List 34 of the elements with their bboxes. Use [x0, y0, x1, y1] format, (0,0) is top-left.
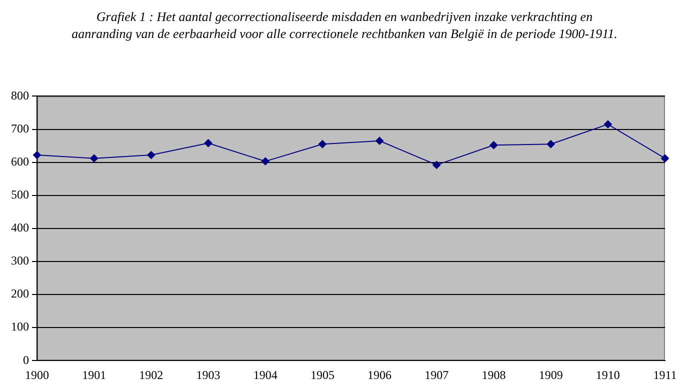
y-tick-label: 0: [23, 352, 29, 367]
point: [661, 154, 669, 162]
y-tick-label: 300: [11, 254, 29, 268]
y-tick-label: 600: [11, 154, 29, 168]
x-tick-label: 1903: [196, 368, 220, 382]
point: [432, 160, 441, 169]
point: [204, 139, 212, 148]
point: [318, 140, 326, 148]
x-tick-label: 1910: [596, 368, 620, 382]
chart-title: Grafiek 1 : Het aantal gecorrectionaliseerde misdaden en wanbedrijven inzake verkrachting en aanranding van de eerbaarheid voor alle correctionele rechtbanken van België in de periode 1900-1911.: [70, 8, 618, 43]
point: [261, 157, 270, 166]
x-tick-label: 1909: [538, 368, 563, 382]
point: [376, 136, 384, 145]
y-tick-label: 200: [11, 286, 29, 301]
x-tick-label: 1906: [368, 368, 392, 382]
y-tick-label: 700: [11, 121, 29, 136]
x-tick-label: 1907: [424, 368, 449, 382]
point: [546, 140, 555, 148]
x-tick-label: 1900: [25, 368, 49, 382]
y-tick-label: 500: [11, 188, 29, 202]
x-tick-label: 1901: [82, 368, 106, 382]
point: [604, 120, 612, 128]
point: [90, 154, 98, 162]
y-tick-label: 100: [11, 320, 29, 334]
x-tick-label: 1911: [653, 368, 677, 382]
point: [147, 151, 156, 160]
x-tick-label: 1902: [139, 368, 164, 382]
y-tick-label: 400: [11, 220, 29, 235]
x-tick-label: 1905: [310, 368, 334, 382]
point: [33, 151, 41, 160]
x-tick-label: 1904: [253, 368, 278, 382]
y-tick-label: 800: [11, 88, 29, 102]
x-tick-label: 1908: [482, 368, 506, 382]
point: [490, 141, 498, 150]
